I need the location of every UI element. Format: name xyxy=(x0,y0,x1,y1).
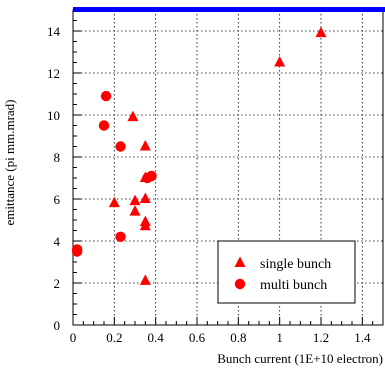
y-tick-label: 14 xyxy=(47,24,61,39)
x-tick-label: 1.2 xyxy=(313,330,329,345)
x-tick-label: 1 xyxy=(276,330,283,345)
plot-top-border xyxy=(73,7,385,12)
y-axis-title: emittance (pi mm.mrad) xyxy=(2,100,17,226)
data-point-single-bunch xyxy=(108,196,120,208)
x-tick-label: 0.4 xyxy=(148,330,165,345)
x-axis-title: Bunch current (1E+10 electron) xyxy=(217,351,383,366)
y-tick-label: 2 xyxy=(54,276,61,291)
data-point-single-bunch xyxy=(139,219,151,231)
y-tick-label: 0 xyxy=(54,318,61,333)
data-point-single-bunch xyxy=(139,140,151,151)
x-tick-label: 1.4 xyxy=(354,330,371,345)
data-point-single-bunch xyxy=(315,26,327,38)
y-tick-label: 10 xyxy=(47,108,60,123)
legend: single bunch multi bunch xyxy=(217,240,356,304)
data-point-single-bunch xyxy=(139,274,151,285)
grid xyxy=(73,10,383,325)
data-point-multi-bunch xyxy=(115,231,126,242)
data-point-single-bunch xyxy=(274,56,286,67)
y-tick-label: 6 xyxy=(54,192,61,207)
data-point-multi-bunch xyxy=(115,141,126,152)
legend-label-single-bunch: single bunch xyxy=(260,257,331,272)
x-tick-label: 0 xyxy=(70,330,77,345)
x-tick-labels: 0 0.2 0.4 0.6 0.8 1 1.2 1.4 xyxy=(70,330,371,345)
data-point-multi-bunch xyxy=(100,90,112,102)
legend-box xyxy=(217,240,356,304)
data-point-single-bunch xyxy=(129,205,141,216)
axis-ticks xyxy=(72,20,374,326)
data-points xyxy=(71,26,327,285)
data-point-multi-bunch xyxy=(98,120,110,131)
legend-marker-multi-bunch xyxy=(234,278,246,290)
data-point-multi-bunch xyxy=(146,170,157,182)
legend-label-multi-bunch: multi bunch xyxy=(260,278,327,293)
data-point-multi-bunch xyxy=(71,246,83,257)
y-tick-label: 8 xyxy=(54,150,61,165)
data-point-single-bunch xyxy=(139,192,151,203)
x-tick-label: 0.2 xyxy=(106,330,122,345)
y-tick-labels: 0 2 4 6 8 10 12 14 xyxy=(47,24,61,333)
x-tick-label: 0.8 xyxy=(230,330,246,345)
data-point-single-bunch xyxy=(129,194,141,206)
legend-marker-single-bunch xyxy=(234,256,246,267)
y-tick-label: 4 xyxy=(54,234,61,249)
x-tick-label: 0.6 xyxy=(189,330,206,345)
legend-circle-marker xyxy=(234,278,246,290)
data-point-single-bunch xyxy=(127,110,139,122)
y-tick-label: 12 xyxy=(47,66,60,81)
legend-triangle-marker xyxy=(234,256,246,267)
